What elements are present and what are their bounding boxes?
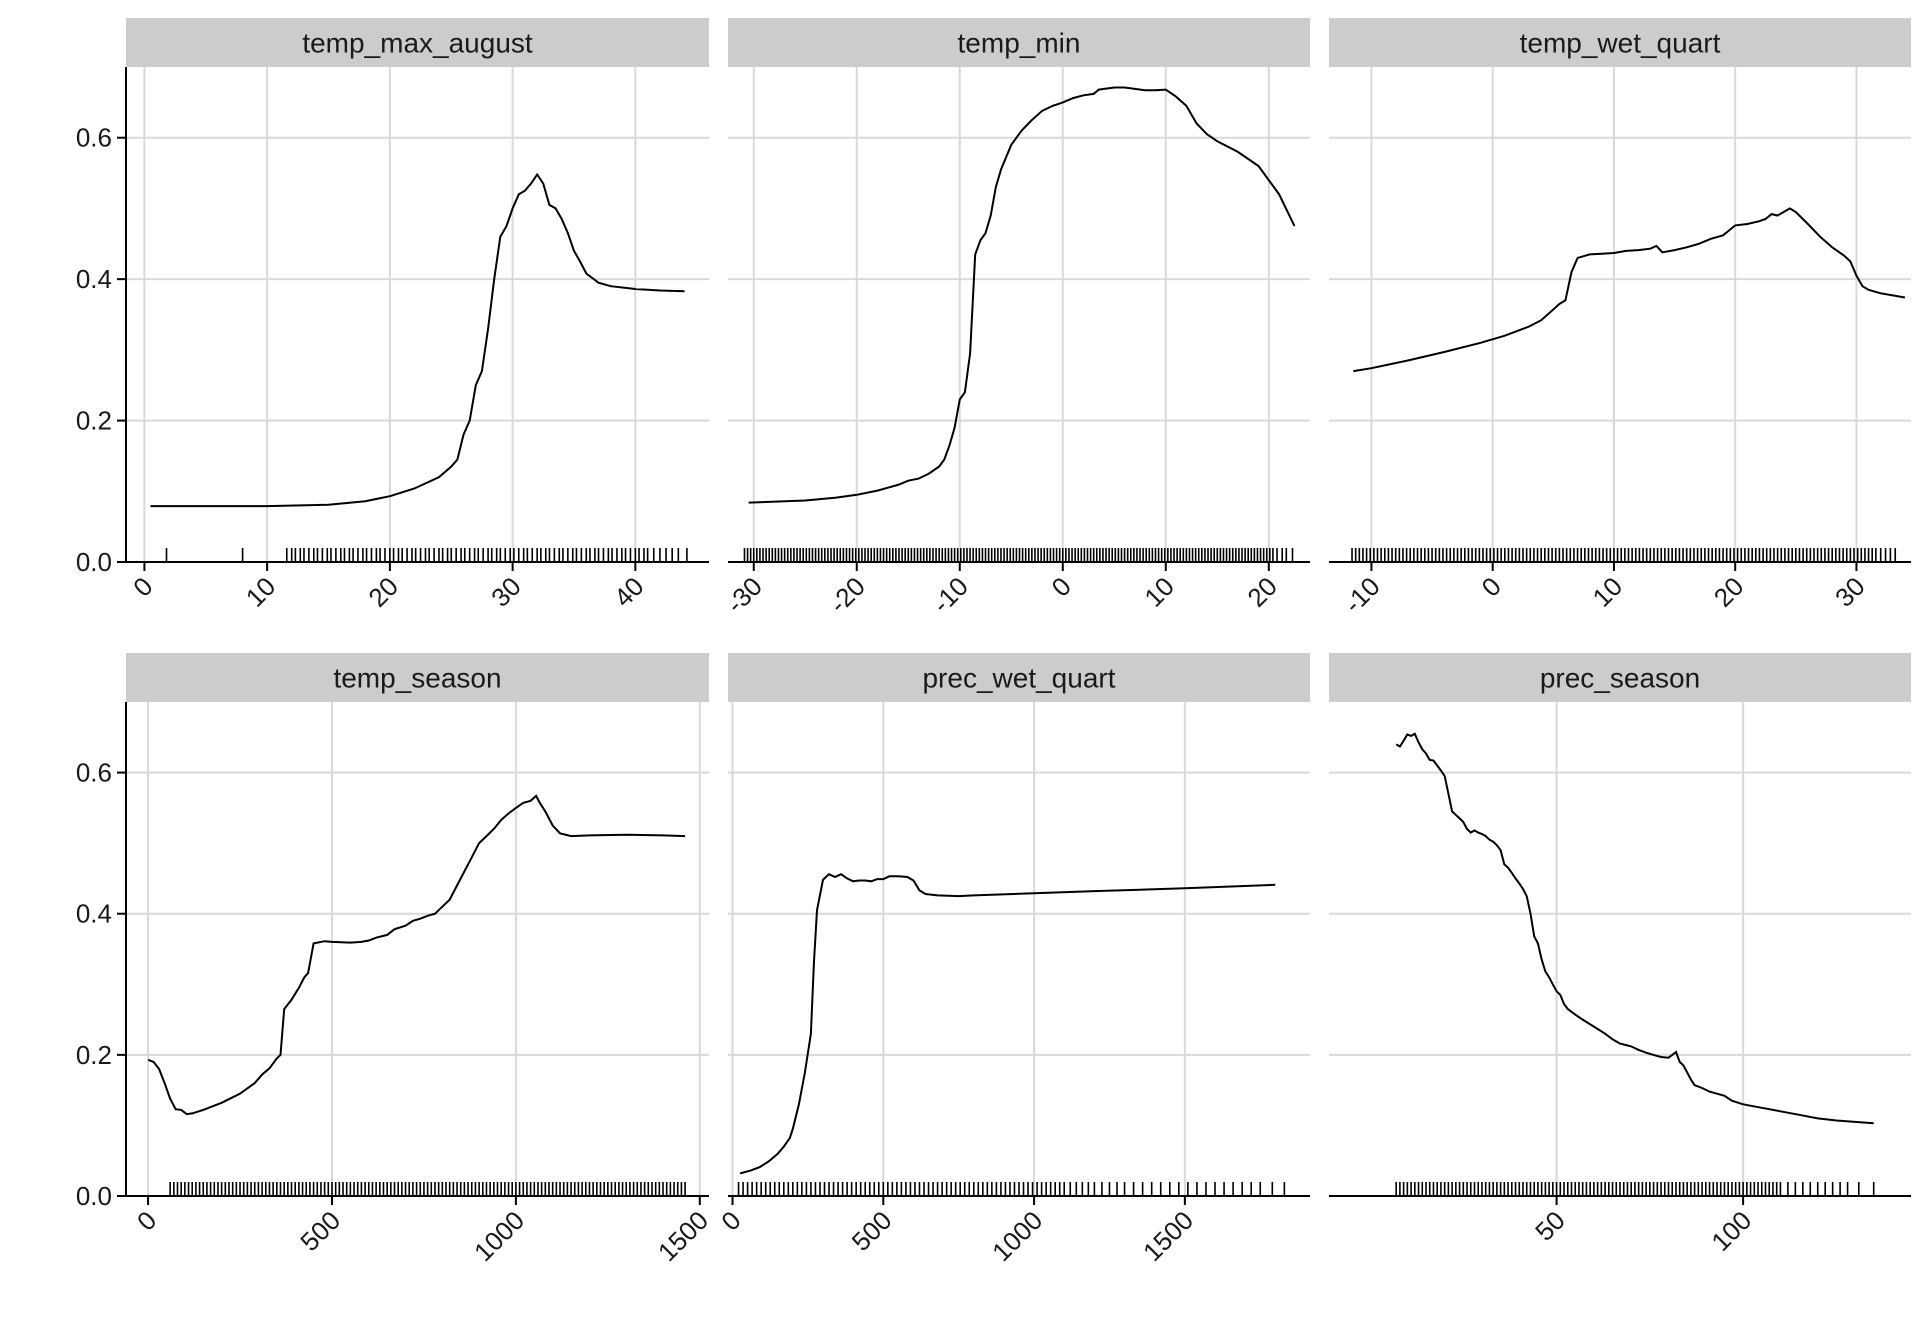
y-tick-label: 0.2 bbox=[76, 1040, 112, 1070]
facet-strip-label: temp_min bbox=[958, 28, 1081, 59]
series-line bbox=[150, 172, 685, 508]
series-line bbox=[1353, 207, 1906, 373]
facet-strip bbox=[1329, 18, 1911, 67]
x-tick-label: 30 bbox=[485, 571, 527, 613]
x-tick-label: 0 bbox=[1475, 571, 1506, 602]
x-tick-label: 40 bbox=[608, 571, 650, 613]
y-tick-label: 0.6 bbox=[76, 758, 112, 788]
facet-panel: prec_season 50 100 bbox=[1329, 653, 1911, 1257]
x-tick-label: -20 bbox=[823, 571, 871, 619]
y-tick-label: 0.6 bbox=[76, 123, 112, 153]
x-tick-label: -30 bbox=[720, 571, 768, 619]
facet-strip bbox=[1329, 653, 1911, 702]
facet-strip bbox=[728, 18, 1310, 67]
series-line bbox=[1395, 732, 1874, 1125]
x-tick-label: 20 bbox=[1708, 571, 1750, 613]
facet-strip-label: temp_max_august bbox=[302, 28, 533, 59]
x-tick-label: 500 bbox=[294, 1205, 346, 1257]
x-tick-label: 0 bbox=[1046, 571, 1077, 602]
y-tick-label: 0.2 bbox=[76, 406, 112, 436]
facet-panel: temp_min -30 -20 -10 0 10 20 bbox=[720, 18, 1310, 619]
facet-strip-label: prec_wet_quart bbox=[922, 663, 1115, 694]
x-tick-label: 10 bbox=[1138, 571, 1180, 613]
facet-strip bbox=[126, 18, 709, 67]
x-tick-label: -10 bbox=[1338, 571, 1386, 619]
x-tick-label: 0 bbox=[127, 571, 158, 602]
facet-panel: temp_wet_quart -10 0 10 20 30 bbox=[1329, 18, 1911, 619]
y-tick-label: 0.0 bbox=[76, 547, 112, 577]
x-tick-label: 0 bbox=[715, 1205, 746, 1236]
series-line bbox=[739, 873, 1276, 1175]
series-line bbox=[147, 794, 686, 1116]
facet-strip-label: temp_season bbox=[333, 663, 501, 694]
facet-strip-label: temp_wet_quart bbox=[1520, 28, 1721, 59]
x-tick-label: 1000 bbox=[468, 1205, 530, 1267]
facet-strip bbox=[728, 653, 1310, 702]
x-tick-label: -10 bbox=[926, 571, 974, 619]
x-tick-label: 20 bbox=[1241, 571, 1283, 613]
x-tick-label: 0 bbox=[131, 1205, 162, 1236]
y-tick-label: 0.0 bbox=[76, 1181, 112, 1211]
x-tick-label: 30 bbox=[1829, 571, 1871, 613]
x-tick-label: 10 bbox=[1587, 571, 1629, 613]
facet-strip bbox=[126, 653, 709, 702]
series-line bbox=[748, 86, 1296, 504]
x-tick-label: 100 bbox=[1705, 1205, 1757, 1257]
y-tick-label: 0.4 bbox=[76, 899, 112, 929]
x-tick-label: 500 bbox=[846, 1205, 898, 1257]
facet-panel: temp_season 0 500 1000 1500 0.0 0.2 0.4 0.6 bbox=[76, 653, 714, 1267]
facet-strip-label: prec_season bbox=[1540, 663, 1700, 694]
x-tick-label: 1500 bbox=[1137, 1205, 1199, 1267]
x-tick-label: 20 bbox=[362, 571, 404, 613]
x-tick-label: 50 bbox=[1529, 1205, 1571, 1247]
x-tick-label: 1500 bbox=[652, 1205, 714, 1267]
facet-panel: prec_wet_quart 0 500 1000 1500 bbox=[715, 653, 1310, 1267]
y-tick-label: 0.4 bbox=[76, 264, 112, 294]
x-tick-label: 1000 bbox=[986, 1205, 1048, 1267]
facet-panel: temp_max_august 0 10 20 30 40 0.0 0.2 0.4 0.6 bbox=[76, 18, 709, 613]
x-tick-label: 10 bbox=[240, 571, 282, 613]
